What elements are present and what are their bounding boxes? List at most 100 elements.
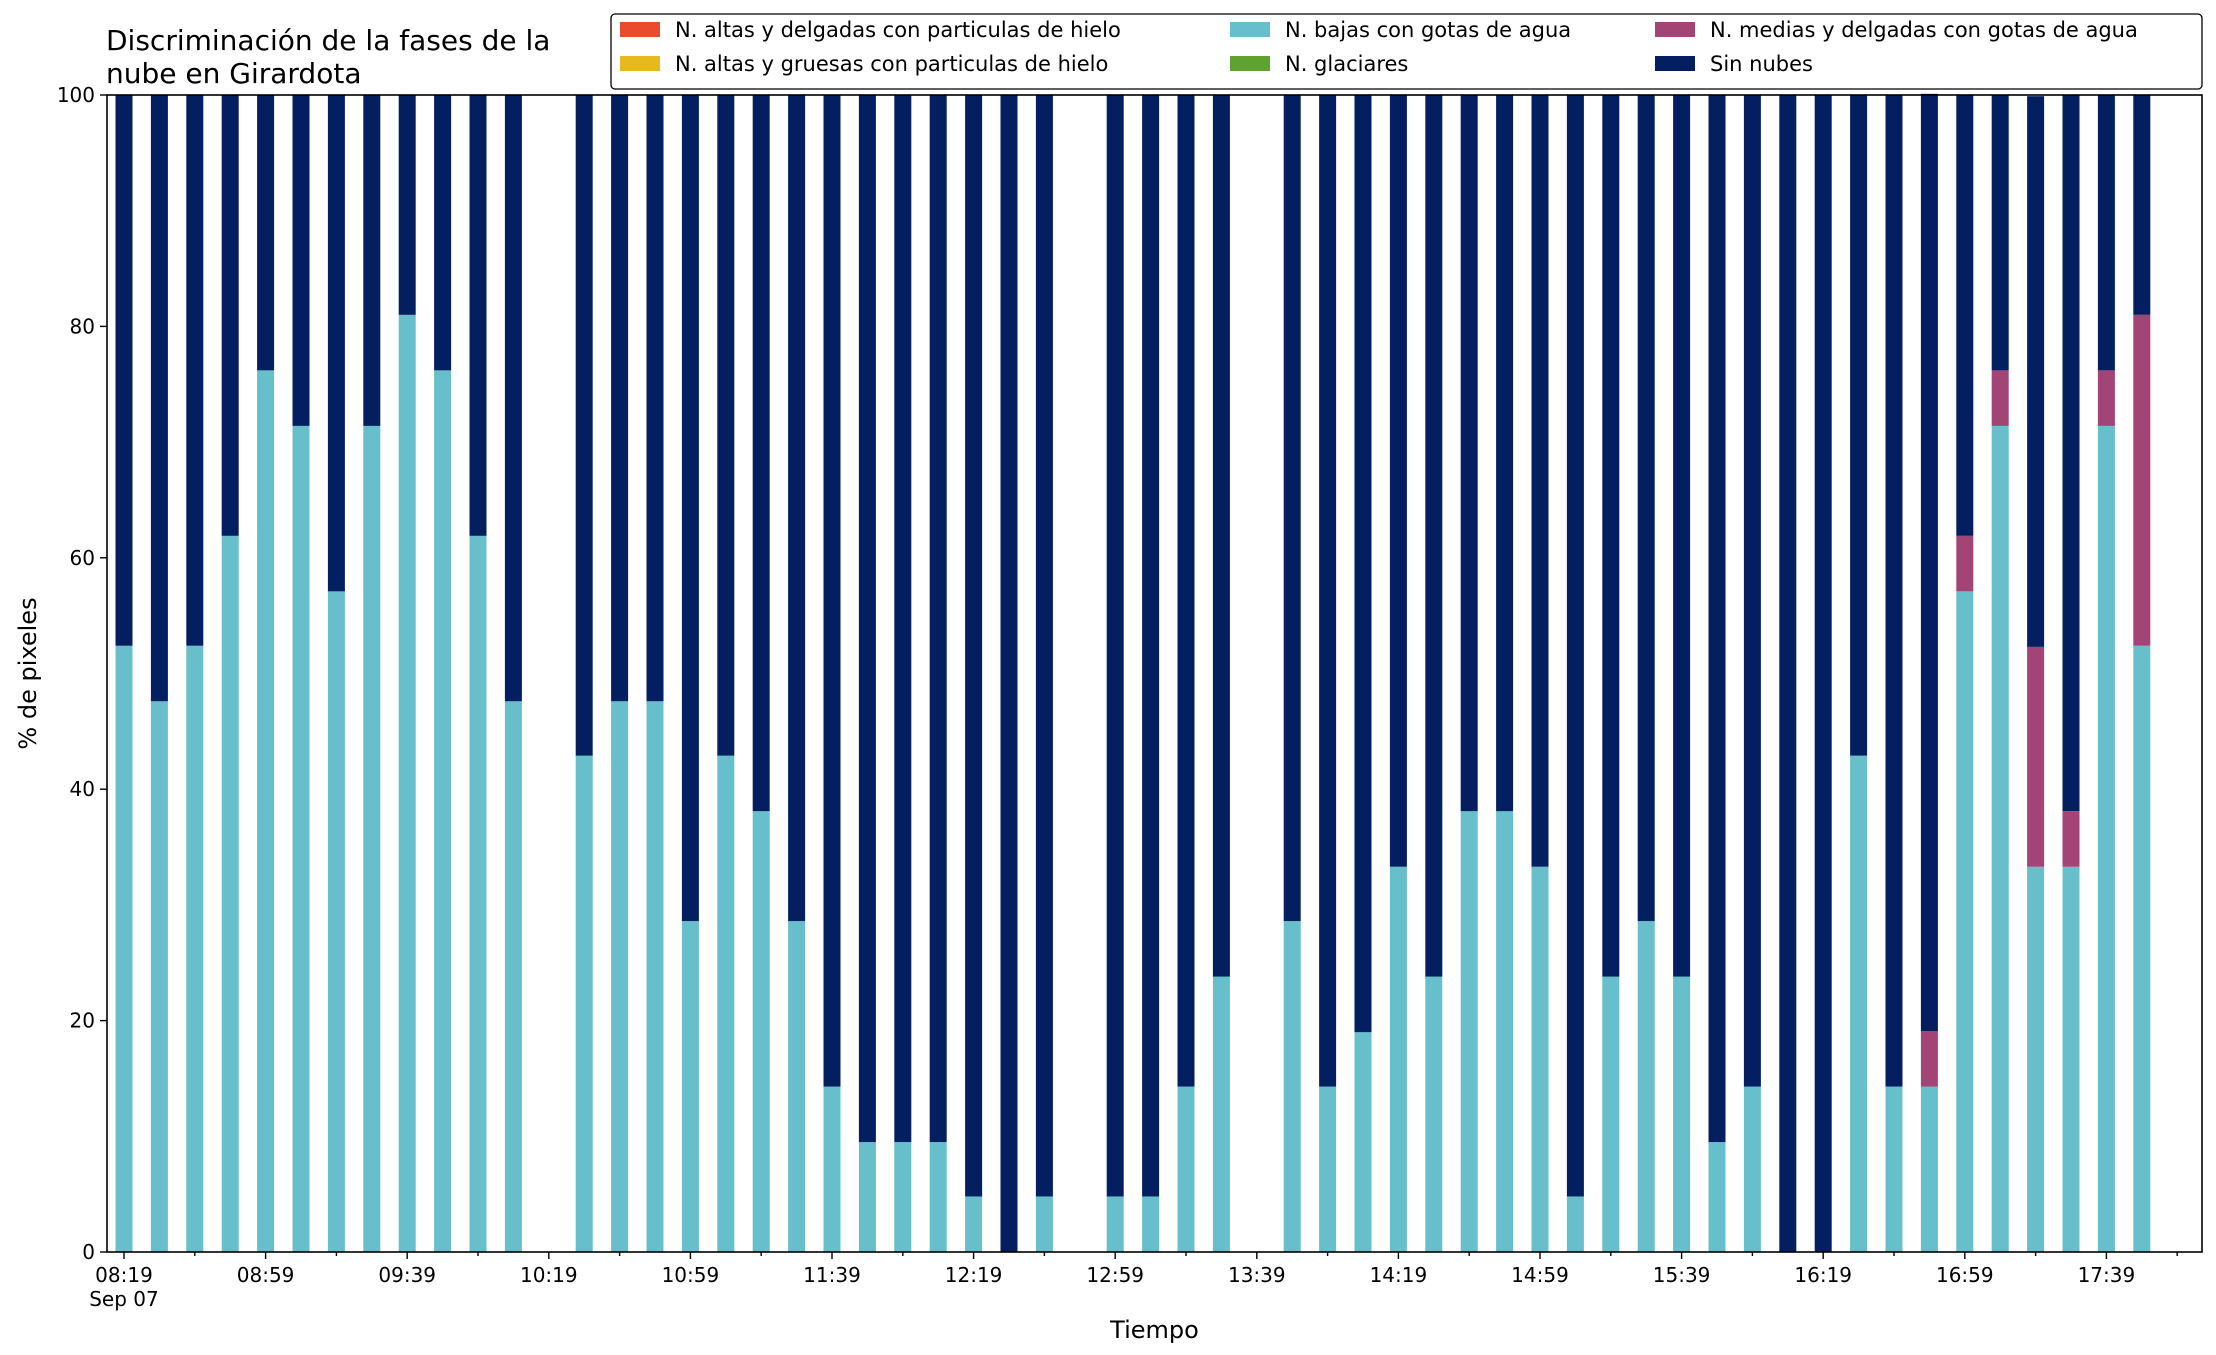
bar-segment-s2-t3 bbox=[221, 535, 239, 1252]
legend-label-5: Sin nubes bbox=[1710, 52, 1813, 76]
x-tick-label: 14:19 bbox=[1370, 1263, 1428, 1287]
bar-segment-s4-t57 bbox=[2133, 314, 2151, 646]
bar-segment-s2-t6 bbox=[327, 591, 345, 1252]
bar-segment-s2-t34 bbox=[1319, 1086, 1337, 1252]
bar-segment-s5-t13 bbox=[575, 95, 593, 756]
bar-segment-s2-t13 bbox=[575, 755, 593, 1252]
bar-segment-s2-t4 bbox=[257, 370, 275, 1252]
bar-segment-s2-t21 bbox=[858, 1142, 876, 1252]
y-tick-label: 40 bbox=[70, 777, 95, 801]
legend-swatch-5 bbox=[1655, 56, 1695, 71]
bar-segment-s5-t10 bbox=[469, 95, 487, 536]
bar-segment-s5-t50 bbox=[1885, 95, 1903, 1087]
bar-segment-s5-t36 bbox=[1389, 95, 1407, 867]
bar-segment-s5-t1 bbox=[150, 95, 168, 702]
bar-segment-s4-t56 bbox=[2097, 370, 2115, 426]
chart-title-line-1: Discriminación de la fases de la bbox=[106, 24, 550, 57]
bar-segment-s2-t46 bbox=[1743, 1086, 1761, 1252]
bar-segment-s5-t16 bbox=[681, 95, 699, 922]
bar-segment-s5-t53 bbox=[1991, 95, 2009, 371]
bar-segment-s5-t20 bbox=[823, 95, 841, 1087]
bar-segment-s2-t54 bbox=[2027, 866, 2045, 1252]
bar-segment-s2-t24 bbox=[965, 1196, 983, 1252]
bar-segment-s5-t6 bbox=[327, 95, 345, 592]
legend-label-4: N. medias y delgadas con gotas de agua bbox=[1710, 18, 2138, 42]
x-tick-label: 16:59 bbox=[1936, 1263, 1994, 1287]
bar-segment-s5-t40 bbox=[1531, 95, 1549, 867]
bar-segment-s5-t45 bbox=[1708, 95, 1726, 1143]
bar-segment-s2-t5 bbox=[292, 425, 310, 1252]
bar-segment-s5-t9 bbox=[434, 95, 452, 371]
bar-segment-s2-t36 bbox=[1389, 866, 1407, 1252]
bar-segment-s4-t52 bbox=[1956, 535, 1974, 592]
bar-segment-s2-t55 bbox=[2062, 866, 2080, 1252]
bar-segment-s2-t38 bbox=[1460, 811, 1478, 1252]
bar-segment-s5-t30 bbox=[1177, 95, 1195, 1087]
legend-label-2: N. bajas con gotas de agua bbox=[1285, 18, 1571, 42]
x-tick-label: 16:19 bbox=[1794, 1263, 1852, 1287]
x-tick-label: 12:59 bbox=[1086, 1263, 1144, 1287]
bar-segment-s5-t24 bbox=[965, 95, 983, 1197]
bar-segment-s2-t18 bbox=[752, 811, 770, 1252]
bar-segment-s2-t35 bbox=[1354, 1032, 1372, 1252]
bar-segment-s2-t19 bbox=[788, 921, 806, 1252]
x-tick-label: 12:19 bbox=[945, 1263, 1003, 1287]
bar-segment-s2-t31 bbox=[1212, 976, 1230, 1252]
bar-segment-s4-t51 bbox=[1920, 1031, 1938, 1087]
y-tick-label: 20 bbox=[70, 1009, 95, 1033]
bar-segment-s2-t50 bbox=[1885, 1086, 1903, 1252]
bar-segment-s2-t16 bbox=[681, 921, 699, 1252]
bar-segment-s2-t20 bbox=[823, 1086, 841, 1252]
bar-segment-s5-t43 bbox=[1637, 95, 1655, 922]
y-tick-label: 0 bbox=[82, 1240, 95, 1264]
bar-segment-s4-t55 bbox=[2062, 811, 2080, 867]
x-tick-label: 08:19 bbox=[95, 1263, 153, 1287]
bar-segment-s5-t49 bbox=[1850, 95, 1868, 756]
bar-segment-s5-t0 bbox=[115, 95, 133, 646]
bar-segment-s5-t35 bbox=[1354, 95, 1372, 1033]
x-date-label: Sep 07 bbox=[89, 1287, 159, 1311]
bar-segment-s5-t56 bbox=[2097, 95, 2115, 371]
y-axis: 0 20 40 60 80 100 bbox=[57, 83, 107, 1264]
bar-segment-s2-t41 bbox=[1566, 1196, 1584, 1252]
bar-segment-s5-t3 bbox=[221, 95, 239, 536]
bar-segment-s5-t21 bbox=[858, 95, 876, 1143]
legend-label-0: N. altas y delgadas con particulas de hi… bbox=[675, 18, 1121, 42]
bar-segment-s5-t11 bbox=[504, 95, 522, 702]
bar-segment-s2-t0 bbox=[115, 645, 133, 1252]
bar-segment-s5-t29 bbox=[1142, 95, 1160, 1197]
y-tick-label: 80 bbox=[70, 314, 95, 338]
plot-frame bbox=[106, 94, 2203, 1253]
x-tick-label: 08:59 bbox=[237, 1263, 295, 1287]
bar-segment-s2-t43 bbox=[1637, 921, 1655, 1252]
bar-segment-s2-t37 bbox=[1425, 976, 1443, 1252]
bar-segment-s5-t52 bbox=[1956, 95, 1974, 536]
bar-segment-s5-t42 bbox=[1602, 95, 1620, 977]
bar-segment-s2-t9 bbox=[434, 370, 452, 1252]
bar-segment-s2-t23 bbox=[929, 1142, 947, 1252]
bar-segment-s2-t8 bbox=[398, 314, 416, 1253]
bar-segment-s2-t26 bbox=[1035, 1196, 1053, 1252]
bar-segment-s5-t44 bbox=[1673, 95, 1691, 977]
bar-segment-s2-t11 bbox=[504, 701, 522, 1252]
bar-segment-s5-t41 bbox=[1566, 95, 1584, 1197]
legend-box bbox=[610, 13, 2203, 90]
legend-label-1: N. altas y gruesas con particulas de hie… bbox=[675, 52, 1108, 76]
bar-segment-s2-t53 bbox=[1991, 425, 2009, 1252]
bar-segment-s5-t14 bbox=[611, 95, 629, 702]
bar-segment-s5-t5 bbox=[292, 95, 310, 426]
bar-segment-s5-t51 bbox=[1920, 93, 1938, 1032]
bar-segment-s2-t28 bbox=[1106, 1196, 1124, 1252]
bar-segment-s2-t39 bbox=[1496, 811, 1514, 1252]
x-tick-label: 11:39 bbox=[803, 1263, 861, 1287]
bar-segment-s5-t19 bbox=[788, 95, 806, 922]
bar-segment-s5-t8 bbox=[398, 95, 416, 315]
legend-swatch-2 bbox=[1230, 22, 1270, 37]
bar-segment-s2-t33 bbox=[1283, 921, 1301, 1252]
bar-segment-s5-t15 bbox=[646, 95, 664, 702]
y-tick-label: 60 bbox=[70, 546, 95, 570]
bar-segment-s5-t18 bbox=[752, 95, 770, 812]
legend-swatch-0 bbox=[620, 22, 660, 37]
bar-segment-s4-t54 bbox=[2027, 646, 2045, 867]
